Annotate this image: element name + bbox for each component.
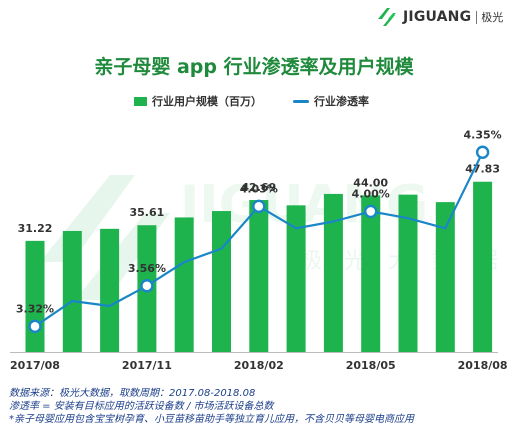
line-label-2018/05: 4.00% xyxy=(352,187,390,200)
bar-2018/03 xyxy=(286,205,306,352)
line-series xyxy=(28,145,490,334)
bar-2018/02 xyxy=(249,200,269,352)
x-tick-label-2018/05: 2018/05 xyxy=(346,359,396,372)
bar-2018/08 xyxy=(473,181,493,352)
line-value-labels: 3.32% 3.56% 4.03% 4.00% 4.35% xyxy=(16,128,502,315)
jiguang-logo-icon xyxy=(378,8,396,26)
legend-line-swatch xyxy=(293,99,309,103)
bar-value-labels: 31.22 35.61 42.69 44.00 47.83 xyxy=(18,163,500,235)
legend-bar-swatch xyxy=(134,96,147,106)
x-tick-label-2018/02: 2018/02 xyxy=(234,359,284,372)
bar-label-2018/05: 44.00 xyxy=(353,176,388,189)
line-label-2017/08: 3.32% xyxy=(16,302,54,315)
line-point-2017/08 xyxy=(28,319,42,334)
footer-source: 数据来源：极光大数据，取数周期：2017.08-2018.08 xyxy=(9,388,256,399)
bar-2017/12 xyxy=(174,217,194,352)
logo-brand-text: JIGUANG xyxy=(403,9,472,25)
bar-label-2018/02: 42.69 xyxy=(241,181,276,194)
line-label-2018/08: 4.35% xyxy=(464,128,502,141)
line-point-2018/08 xyxy=(475,145,490,159)
x-axis: 2017/08 2017/11 2018/02 2018/05 2018/08 xyxy=(10,352,508,372)
bar-2018/07 xyxy=(435,202,455,352)
logo-cn-text: 极光 xyxy=(481,11,504,24)
bar-2017/08 xyxy=(25,240,45,352)
bar-label-2018/08: 47.83 xyxy=(465,163,500,176)
x-tick-label-2017/11: 2017/11 xyxy=(122,359,172,372)
bar-2018/05 xyxy=(361,195,381,352)
logo-separator xyxy=(476,10,478,24)
line-point-2018/05 xyxy=(364,204,378,219)
footer-definition: 渗透率 = 安装有目标应用的活跃设备数 / 市场活跃设备总数 xyxy=(9,401,274,412)
x-tick-label-2017/08: 2017/08 xyxy=(10,359,60,372)
bar-label-2017/08: 31.22 xyxy=(18,222,53,235)
line-label-2018/02: 4.03% xyxy=(240,182,278,195)
chart-footer: 数据来源：极光大数据，取数周期：2017.08-2018.08 渗透率 = 安装… xyxy=(9,387,414,426)
x-tick-label-2018/08: 2018/08 xyxy=(458,359,508,372)
line-point-2017/11 xyxy=(140,279,154,293)
footer-note: *亲子母婴应用包含宝宝树孕育、小豆苗移苗助手等独立育儿应用，不含贝贝等母婴电商应… xyxy=(9,414,414,425)
bar-2018/01 xyxy=(212,211,231,352)
legend-line-label: 行业渗透率 xyxy=(314,95,369,108)
bar-label-2017/11: 35.61 xyxy=(130,206,165,219)
chart-legend: 行业用户规模（百万） 行业渗透率 xyxy=(0,93,508,109)
bar-2017/10 xyxy=(100,228,120,352)
legend-item-bar: 行业用户规模（百万） xyxy=(134,93,262,109)
bar-2018/06 xyxy=(398,194,418,352)
bar-2017/09 xyxy=(62,230,82,352)
line-point-2018/02 xyxy=(252,199,266,214)
chart-title: 亲子母婴 app 行业渗透率及用户规模 xyxy=(94,56,414,78)
bar-2018/04 xyxy=(323,193,343,352)
brand-logo: JIGUANG 极光 xyxy=(374,5,503,29)
legend-item-line: 行业渗透率 xyxy=(293,93,369,109)
line-label-2017/11: 3.56% xyxy=(128,262,166,275)
legend-bar-label: 行业用户规模（百万） xyxy=(152,95,262,108)
